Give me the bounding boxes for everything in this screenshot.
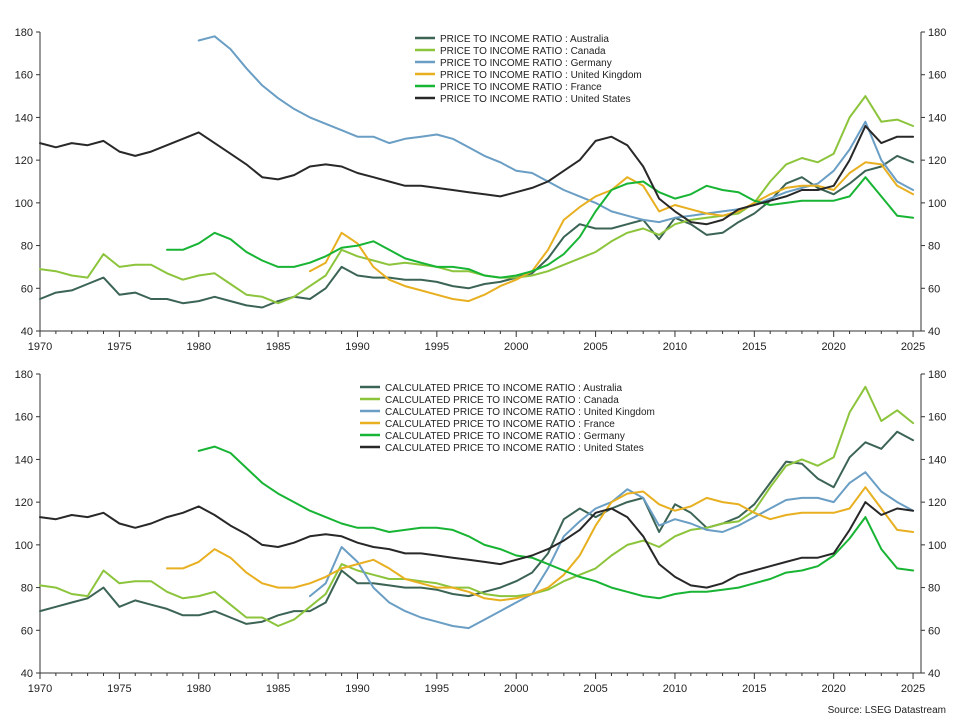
- x-tick-label: 2020: [821, 341, 845, 353]
- y-tick-label-left: 140: [15, 454, 33, 466]
- y-tick-label-right: 60: [928, 283, 940, 295]
- series-line: [39, 385, 915, 627]
- y-tick-label-left: 100: [15, 198, 33, 210]
- y-tick-label-right: 100: [928, 198, 946, 210]
- y-tick-label-right: 140: [928, 454, 946, 466]
- y-tick-label-left: 40: [21, 668, 33, 680]
- y-tick-label-right: 180: [928, 369, 946, 381]
- x-tick-label: 2015: [742, 341, 766, 353]
- y-tick-label-left: 180: [15, 369, 33, 381]
- y-tick-label-right: 60: [928, 625, 940, 637]
- y-tick-label-left: 40: [21, 326, 33, 338]
- y-tick-label-left: 100: [15, 540, 33, 552]
- y-tick-label-right: 160: [928, 412, 946, 424]
- legend-label: CALCULATED PRICE TO INCOME RATIO : Franc…: [385, 419, 615, 430]
- y-tick-label-right: 180: [928, 27, 946, 39]
- series-line: [308, 161, 915, 303]
- x-tick-label: 2010: [663, 341, 687, 353]
- y-tick-label-right: 100: [928, 540, 946, 552]
- legend-label: CALCULATED PRICE TO INCOME RATIO : Unite…: [385, 407, 655, 418]
- y-tick-label-right: 120: [928, 497, 946, 509]
- x-tick-label: 2005: [583, 341, 607, 353]
- legend-label: CALCULATED PRICE TO INCOME RATIO : Unite…: [385, 443, 644, 454]
- y-tick-label-right: 80: [928, 583, 940, 595]
- y-tick-label-left: 120: [15, 155, 33, 167]
- y-tick-label-left: 80: [21, 583, 33, 595]
- series-line: [197, 35, 915, 224]
- x-tick-label: 2020: [821, 683, 845, 695]
- series-line: [166, 176, 915, 279]
- x-tick-label: 2025: [901, 341, 925, 353]
- x-tick-label: 2000: [504, 683, 528, 695]
- x-tick-label: 2010: [663, 683, 687, 695]
- y-tick-label-right: 40: [928, 326, 940, 338]
- y-tick-label-left: 60: [21, 625, 33, 637]
- x-tick-label: 2015: [742, 683, 766, 695]
- x-tick-label: 1975: [107, 341, 131, 353]
- x-tick-label: 1990: [345, 683, 369, 695]
- x-tick-label: 1980: [186, 341, 210, 353]
- y-tick-label-right: 160: [928, 70, 946, 82]
- y-tick-label-left: 120: [15, 497, 33, 509]
- x-tick-label: 2000: [504, 341, 528, 353]
- y-tick-label-left: 60: [21, 283, 33, 295]
- price-to-income-chart: 40 40 60 60 80 80 100 100 120 120 140 140 160 160 180 1…: [15, 27, 947, 353]
- x-tick-label: 1990: [345, 341, 369, 353]
- series-line: [166, 486, 915, 602]
- y-tick-label-right: 140: [928, 112, 946, 124]
- legend-label: CALCULATED PRICE TO INCOME RATIO : Germa…: [385, 431, 625, 442]
- x-tick-label: 1970: [28, 341, 52, 353]
- series-line: [308, 471, 915, 630]
- legend-label: CALCULATED PRICE TO INCOME RATIO : Austr…: [385, 383, 623, 394]
- legend-label: PRICE TO INCOME RATIO : Canada: [440, 46, 606, 57]
- x-tick-label: 1970: [28, 683, 52, 695]
- calculated-price-to-income-chart: 40 40 60 60 80 80 100 100 120 120 140 140 160 160 180 1…: [15, 369, 947, 695]
- series-line: [39, 125, 915, 226]
- x-tick-label: 1985: [266, 683, 290, 695]
- series-line: [39, 154, 915, 309]
- legend-label: PRICE TO INCOME RATIO : Germany: [440, 58, 612, 69]
- y-tick-label-right: 40: [928, 668, 940, 680]
- y-tick-label-left: 140: [15, 112, 33, 124]
- legend-label: PRICE TO INCOME RATIO : France: [440, 82, 602, 93]
- x-tick-label: 2025: [901, 683, 925, 695]
- x-tick-label: 1995: [425, 683, 449, 695]
- series-line: [39, 501, 915, 589]
- legend-label: CALCULATED PRICE TO INCOME RATIO : Canad…: [385, 395, 619, 406]
- series-line: [39, 430, 915, 625]
- y-tick-label-left: 160: [15, 412, 33, 424]
- y-tick-label-left: 160: [15, 70, 33, 82]
- x-tick-label: 1975: [107, 683, 131, 695]
- legend-label: PRICE TO INCOME RATIO : United States: [440, 94, 631, 105]
- y-tick-label-right: 120: [928, 155, 946, 167]
- y-tick-label-left: 180: [15, 27, 33, 39]
- legend-label: PRICE TO INCOME RATIO : United Kingdom: [440, 70, 642, 81]
- series-line: [197, 445, 915, 600]
- x-tick-label: 1980: [186, 683, 210, 695]
- source-note: Source: LSEG Datastream: [828, 705, 946, 716]
- y-tick-label-left: 80: [21, 241, 33, 253]
- x-tick-label: 2005: [583, 683, 607, 695]
- y-tick-label-right: 80: [928, 241, 940, 253]
- legend-label: PRICE TO INCOME RATIO : Australia: [440, 34, 609, 45]
- x-tick-label: 1985: [266, 341, 290, 353]
- x-tick-label: 1995: [425, 341, 449, 353]
